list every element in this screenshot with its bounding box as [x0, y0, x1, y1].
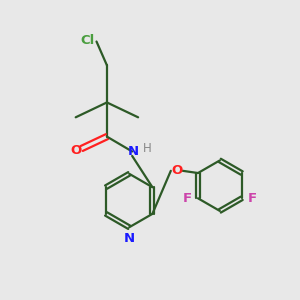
Text: O: O	[171, 164, 182, 177]
Text: F: F	[248, 192, 257, 205]
Text: N: N	[124, 232, 135, 245]
Text: N: N	[128, 145, 139, 158]
Text: O: O	[70, 143, 81, 157]
Text: F: F	[183, 192, 192, 205]
Text: H: H	[143, 142, 152, 155]
Text: Cl: Cl	[80, 34, 95, 46]
